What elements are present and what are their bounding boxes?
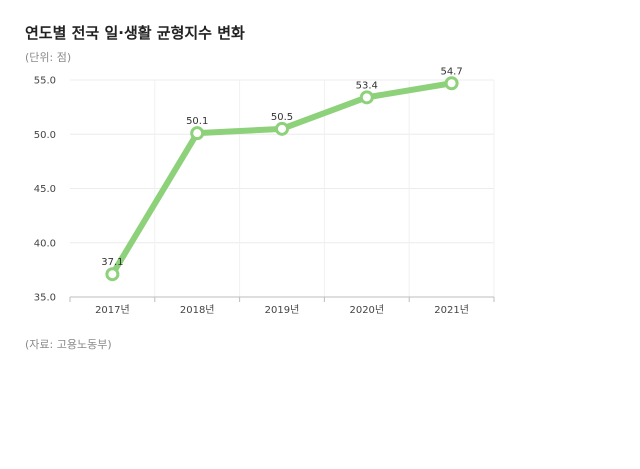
tick-labels: 35.0 40.0 45.0 50.0 55.0 2017년 2018년 2019년 2020년… <box>34 76 469 317</box>
x-tick-label: 2018년 <box>180 304 215 316</box>
data-label: 50.5 <box>271 112 293 123</box>
unit-label: (단위: 점) <box>25 51 72 64</box>
x-tick-label: 2021년 <box>434 304 469 316</box>
data-label: 50.1 <box>186 116 208 127</box>
data-point <box>105 267 120 282</box>
data-label: 53.4 <box>356 80 378 91</box>
chart-title: 연도별 전국 일·생활 균형지수 변화 <box>25 24 245 42</box>
x-tick-label: 2017년 <box>95 304 130 316</box>
y-tick-label: 40.0 <box>34 238 56 249</box>
axes <box>69 296 495 302</box>
source-note: (자료: 고용노동부) <box>25 338 112 351</box>
data-label: 37.1 <box>101 257 123 268</box>
data-point <box>444 76 459 91</box>
x-tick-label: 2019년 <box>265 304 300 316</box>
x-tick-label: 2020년 <box>349 304 384 316</box>
y-tick-label: 55.0 <box>34 76 56 87</box>
data-label: 54.7 <box>440 66 462 77</box>
y-tick-label: 35.0 <box>34 293 56 304</box>
data-point <box>359 90 374 105</box>
data-point <box>190 126 205 141</box>
data-point <box>275 121 289 136</box>
grid-lines <box>70 79 495 297</box>
data-labels: 37.1 50.1 50.5 53.4 54.7 <box>101 66 462 268</box>
y-tick-label: 50.0 <box>34 130 56 141</box>
series-layer <box>105 76 459 282</box>
y-tick-label: 45.0 <box>34 184 56 195</box>
